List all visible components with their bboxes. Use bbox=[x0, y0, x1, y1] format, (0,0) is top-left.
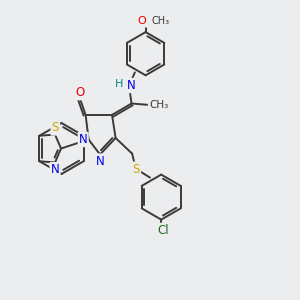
Text: N: N bbox=[96, 154, 105, 168]
Text: N: N bbox=[127, 79, 136, 92]
Text: H: H bbox=[115, 79, 124, 89]
Text: Cl: Cl bbox=[157, 224, 169, 237]
Text: N: N bbox=[79, 133, 88, 146]
Text: CH₃: CH₃ bbox=[149, 100, 168, 110]
Text: N: N bbox=[51, 163, 59, 176]
Text: CH₃: CH₃ bbox=[151, 16, 169, 26]
Text: O: O bbox=[137, 16, 146, 26]
Text: S: S bbox=[133, 163, 140, 176]
Text: O: O bbox=[76, 86, 85, 99]
Text: S: S bbox=[52, 122, 59, 134]
